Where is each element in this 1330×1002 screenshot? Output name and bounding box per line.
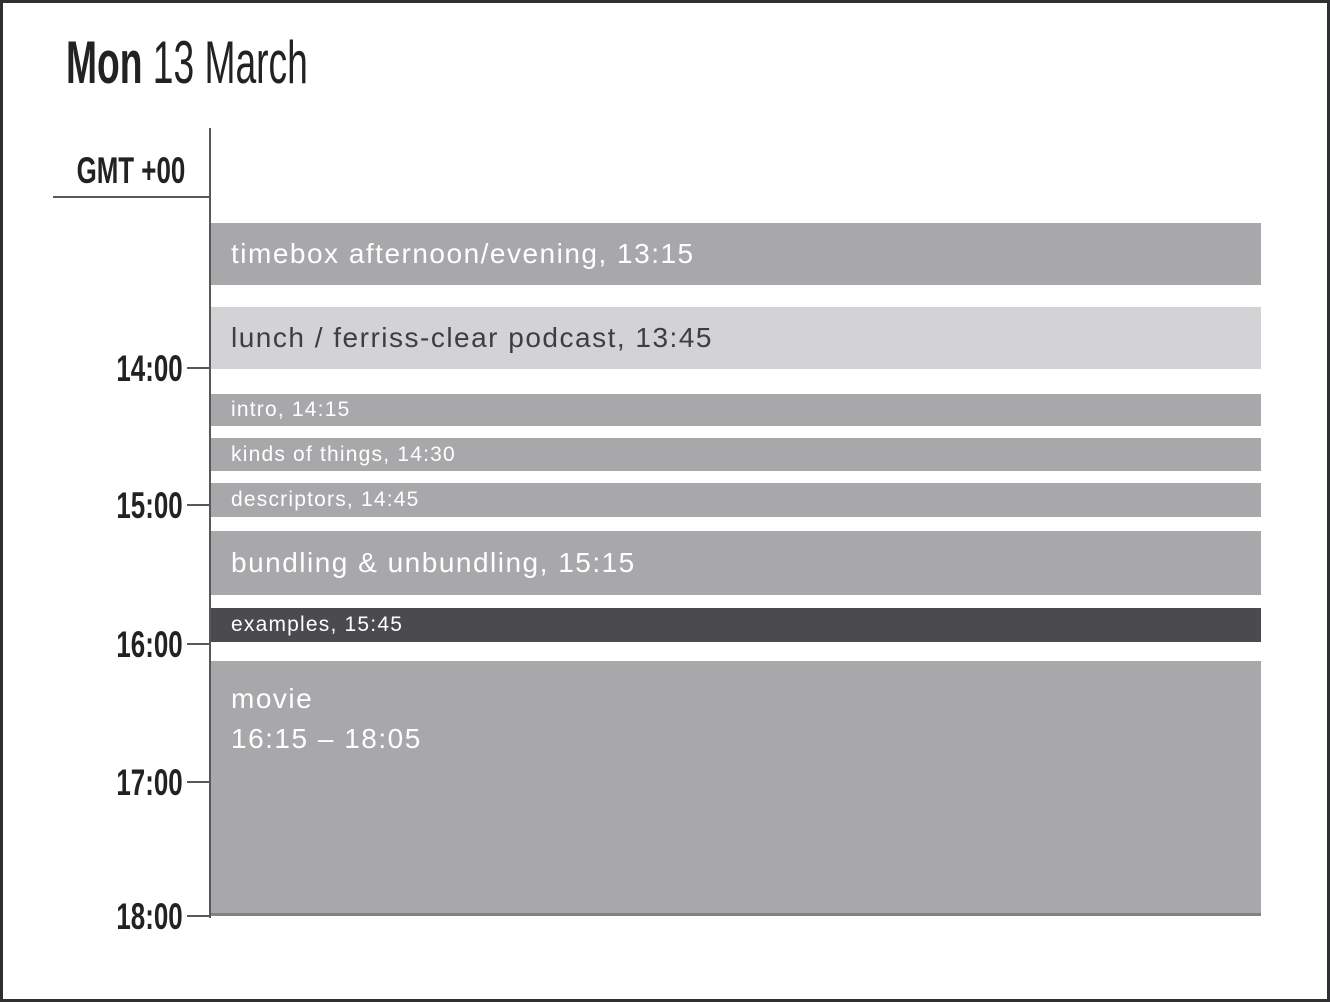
time-tick xyxy=(187,781,209,783)
event-block[interactable]: examples, 15:45 xyxy=(211,608,1261,642)
event-label: lunch / ferriss-clear podcast, 13:45 xyxy=(231,322,713,353)
date-label: 13 March xyxy=(152,29,308,96)
event-label: bundling & unbundling, 15:15 xyxy=(231,547,636,578)
time-tick-label-text: 14:00 xyxy=(116,348,183,389)
time-tick-label-text: 15:00 xyxy=(116,485,183,526)
event-label: movie xyxy=(231,683,314,714)
time-tick-label: 15:00 xyxy=(3,487,183,524)
event-block[interactable]: bundling & unbundling, 15:15 xyxy=(211,531,1261,595)
time-tick-label: 17:00 xyxy=(3,764,183,801)
event-block[interactable]: lunch / ferriss-clear podcast, 13:45 xyxy=(211,307,1261,369)
time-tick xyxy=(187,643,209,645)
event-label: timebox afternoon/evening, 13:15 xyxy=(231,238,695,269)
time-tick xyxy=(187,367,209,369)
time-tick xyxy=(187,915,209,917)
event-label: examples, 15:45 xyxy=(231,613,404,636)
timezone-label-text: GMT +00 xyxy=(76,150,185,191)
time-tick-label-text: 18:00 xyxy=(116,896,183,937)
event-label: intro, 14:15 xyxy=(231,398,351,421)
time-tick-label-text: 16:00 xyxy=(116,624,183,665)
event-block[interactable]: movie 16:15 – 18:05 xyxy=(211,661,1261,916)
timezone-label: GMT +00 xyxy=(3,152,185,189)
event-label: 16:15 – 18:05 xyxy=(231,723,422,754)
timezone-underline xyxy=(53,196,210,198)
event-block[interactable]: timebox afternoon/evening, 13:15 xyxy=(211,223,1261,285)
event-block[interactable]: kinds of things, 14:30 xyxy=(211,438,1261,471)
event-block[interactable]: intro, 14:15 xyxy=(211,394,1261,426)
time-tick-label: 16:00 xyxy=(3,626,183,663)
time-axis-line xyxy=(209,128,211,918)
day-label: Mon xyxy=(66,29,143,96)
time-tick xyxy=(187,504,209,506)
page-title: Mon 13 March xyxy=(66,33,456,93)
time-tick-label: 14:00 xyxy=(3,350,183,387)
time-tick-label: 18:00 xyxy=(3,898,183,935)
event-label: kinds of things, 14:30 xyxy=(231,442,456,466)
event-block[interactable]: descriptors, 14:45 xyxy=(211,483,1261,517)
time-tick-label-text: 17:00 xyxy=(116,762,183,803)
event-label: descriptors, 14:45 xyxy=(231,488,420,511)
